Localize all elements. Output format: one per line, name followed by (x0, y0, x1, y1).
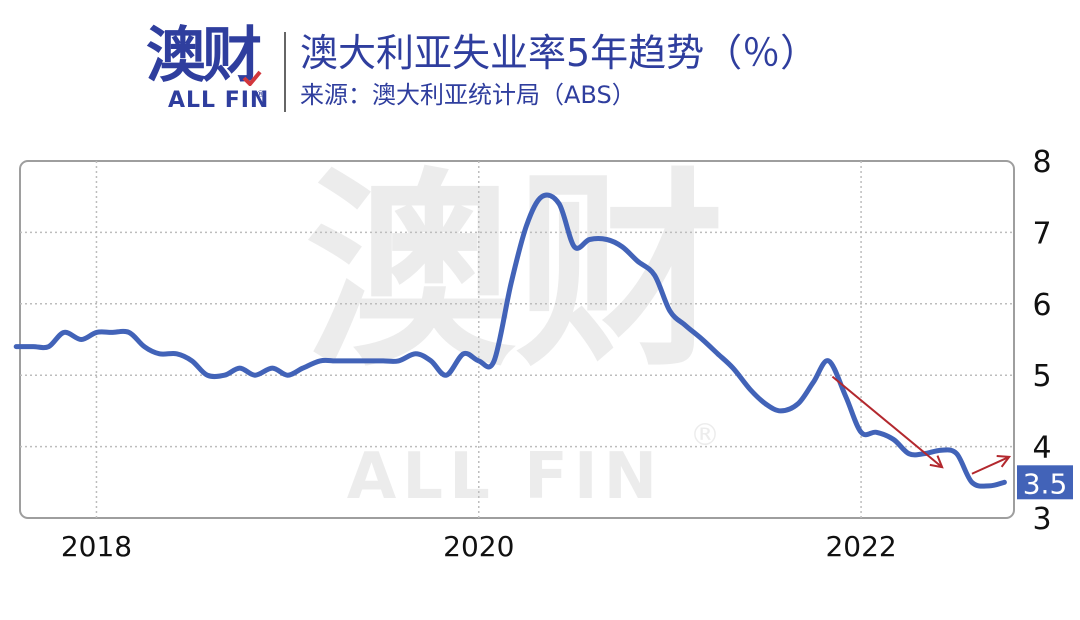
logo-checkmark-icon (242, 70, 262, 86)
logo-registered-mark: ® (256, 90, 265, 100)
y-tick-label: 7 (1032, 216, 1051, 251)
last-value-label: 3.5 (1023, 467, 1068, 500)
watermark-subtext: ALL FIN (347, 440, 663, 514)
x-tick-label: 2020 (443, 530, 514, 563)
chart-source: 来源：澳大利亚统计局（ABS） (300, 81, 636, 109)
header-divider (284, 32, 286, 112)
plot-border (19, 160, 1015, 519)
logo-subtext: ALL FIN (168, 88, 270, 113)
watermark-registered-mark: ® (690, 418, 720, 453)
logo-text: 澳财 (146, 21, 262, 91)
x-tick-label: 2018 (61, 530, 132, 563)
trend-arrow (971, 457, 1008, 475)
y-tick-label: 3 (1032, 502, 1051, 537)
trend-arrow (831, 375, 941, 467)
x-tick-label: 2022 (825, 530, 896, 563)
y-tick-label: 4 (1032, 431, 1051, 466)
y-tick-label: 5 (1032, 359, 1051, 394)
chart-title: 澳大利亚失业率5年趋势（％） (300, 31, 819, 75)
last-value-badge (1017, 465, 1073, 500)
chart-header: 澳财 ALL FIN ® 澳大利亚失业率5年趋势（％） 来源：澳大利亚统计局（A… (140, 22, 1040, 122)
y-tick-label: 6 (1032, 288, 1051, 323)
allfin-logo: 澳财 ALL FIN ® (140, 22, 280, 122)
y-tick-label: 8 (1032, 145, 1051, 180)
